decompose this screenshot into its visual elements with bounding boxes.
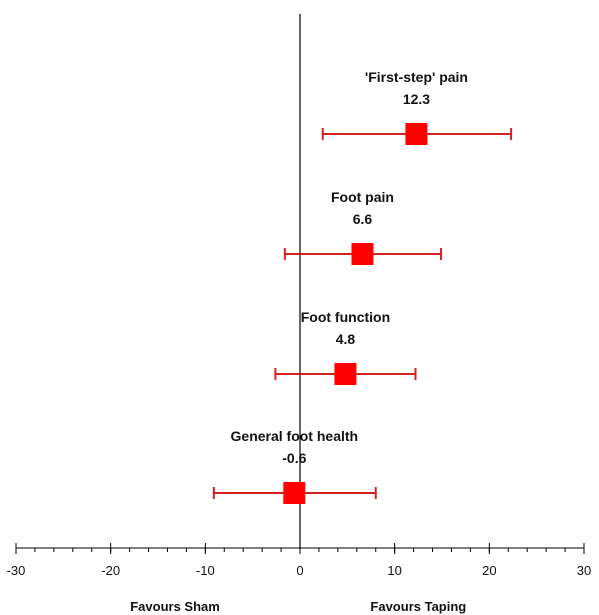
estimate-marker [334, 363, 357, 385]
row-estimate-label: 4.8 [336, 331, 356, 347]
x-caption-favours-taping: Favours Taping [370, 599, 466, 614]
estimate-marker [351, 243, 374, 265]
x-tick-label: 10 [387, 563, 401, 578]
forest-row: Foot pain 6.6 [283, 189, 443, 265]
x-tick-label: 30 [577, 563, 591, 578]
x-tick-label: -30 [7, 563, 26, 578]
row-estimate-label: 12.3 [403, 91, 430, 107]
x-tick-label: -20 [101, 563, 120, 578]
forest-row: General foot health -0.6 [212, 428, 377, 504]
row-estimate-label: -0.6 [282, 450, 306, 466]
row-estimate-label: 6.6 [353, 211, 373, 227]
x-tick-label: 0 [296, 563, 303, 578]
row-label: 'First-step' pain [365, 69, 468, 85]
x-tick-label: -10 [196, 563, 215, 578]
forest-rows: 'First-step' pain 12.3 Foot pain 6.6 Foot fu… [212, 69, 513, 504]
row-label: General foot health [231, 428, 359, 444]
estimate-marker [283, 482, 306, 504]
x-caption-favours-sham: Favours Sham [130, 599, 220, 614]
row-label: Foot pain [331, 189, 394, 205]
x-axis-major-ticks: -30 -20 -10 0 20 10 30 [7, 543, 591, 578]
forest-row: Foot function 4.8 [274, 309, 417, 385]
forest-row: 'First-step' pain 12.3 [321, 69, 513, 145]
estimate-marker [405, 123, 428, 145]
x-tick-label: 20 [482, 563, 496, 578]
row-label: Foot function [301, 309, 390, 325]
